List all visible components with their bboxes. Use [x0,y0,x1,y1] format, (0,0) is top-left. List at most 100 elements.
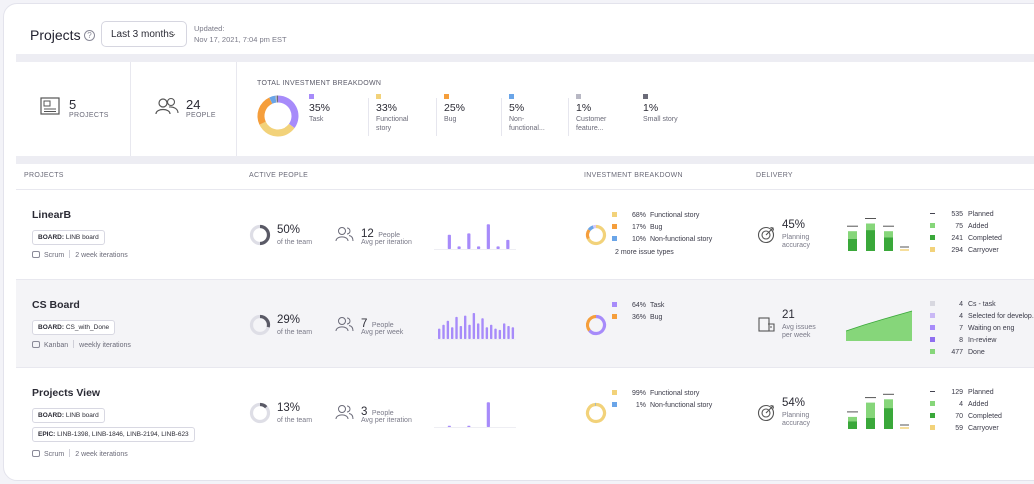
spark-bar [485,327,489,339]
legend-label: Added [968,223,989,230]
page-title: Projects [30,27,81,43]
active-sub: of the team [277,239,313,246]
delivery-label: accuracy [782,420,811,427]
board-tag[interactable]: BOARD: LINB board [32,408,105,423]
completed-bar [848,421,857,429]
delivery-value: 21 [782,309,795,321]
legend-swatch [930,337,935,342]
projects-count: 5 [69,97,77,112]
updated-label: Updated: [194,24,225,33]
epic-tag[interactable]: EPIC: LINB-1398, LINB-1846, LINB-2194, L… [32,427,195,442]
investment-pct: 36% [631,314,646,321]
spark-bar [507,326,510,339]
activity-sparkline [434,402,516,428]
people-label: PEOPLE [186,112,216,119]
project-name[interactable]: LinearB [32,209,72,221]
breakdown-swatch [444,94,449,99]
active-sub: of the team [277,329,313,336]
investment-item: 68% Functional story [612,212,699,219]
spark-bar [457,246,461,249]
spark-bar [494,328,497,339]
more-issue-types-link[interactable]: 2 more issue types [615,249,674,256]
legend-label: Waiting on eng [968,325,1015,332]
spark-bar [438,328,441,339]
investment-name: Bug [650,314,663,321]
legend-label: Done [968,349,985,356]
col-projects: PROJECTS [24,172,64,179]
delivery-legend-item: 241 Completed [930,235,1002,242]
investment-swatch [612,224,617,229]
delivery-legend-item: 4 Cs - task [930,301,996,308]
added-bar [866,402,875,418]
row-divider [16,279,1034,280]
updated-value: Nov 17, 2021, 7:04 pm EST [194,35,287,44]
investment-pct: 64% [631,302,646,309]
legend-count: 4 [959,313,963,320]
completed-bar [866,418,875,429]
breakdown-title: TOTAL INVESTMENT BREAKDOWN [257,80,382,87]
delivery-legend-item: 75 Added [930,223,988,230]
spark-bar [503,323,506,339]
delivery-value: 54% [782,397,806,409]
target-icon [757,226,775,244]
legend-label: Cs - task [968,301,996,308]
breakdown-name: Customer [576,116,607,123]
delivery-legend-item: 70 Completed [930,413,1002,420]
breakdown-pct: 25% [444,102,466,114]
cadence-label: weekly iterations [79,342,131,349]
gauge-fill [259,402,268,409]
project-meta: Scrum 2 week iterations [32,449,128,458]
people-word: People [371,322,394,329]
investment-item: 36% Bug [612,314,662,321]
active-pct: 50% [277,224,301,236]
investment-pct: 17% [631,224,646,231]
updated-info: Updated: Nov 17, 2021, 7:04 pm EST [194,23,287,45]
added-bar [848,416,857,422]
delivery-label: Planning [782,412,810,419]
board-name: CS_with_Done [65,324,110,331]
project-name[interactable]: CS Board [32,299,80,311]
legend-label: Carryover [968,247,999,254]
legend-swatch [930,213,935,214]
spark-bar [442,324,445,339]
legend-swatch [930,301,935,306]
meta-separator [69,449,71,457]
investment-name: Functional story [650,390,700,397]
investment-item: 17% Bug [612,224,662,231]
legend-label: Planned [968,211,994,218]
project-name[interactable]: Projects View [32,387,101,399]
investment-name: Bug [650,224,663,231]
delivery-legend-item: 8 In-review [930,337,996,344]
active-pct: 13% [277,402,301,414]
breakdown-name-cont: feature... [576,125,604,132]
active-people-gauge [249,402,271,424]
help-icon[interactable]: ? [84,30,95,41]
legend-swatch [930,401,935,406]
breakdown-swatch [576,94,581,99]
projects-label: PROJECTS [69,112,109,119]
date-range-dropdown[interactable]: Last 3 months ⌄ [101,21,187,47]
board-tag[interactable]: BOARD: LINB board [32,230,105,245]
spark-bar [472,313,476,339]
delivery-legend-item: 535 Planned [930,211,994,218]
breakdown-item: 1% Small story [643,94,678,124]
spark-bar [447,234,451,249]
board-tag[interactable]: BOARD: CS_with_Done [32,320,116,335]
investment-name: Task [650,302,665,309]
breakdown-name: Small story [643,116,678,123]
people-icon [335,405,354,420]
throughput-icon [758,317,775,332]
target-icon [757,404,775,422]
breakdown-pct: 1% [643,102,659,114]
spark-bar [486,402,490,427]
epic-list: LINB-1398, LINB-1846, LINB-2194, LINB-62… [57,431,189,438]
legend-swatch [930,391,935,392]
delivery-legend-item: 477 Done [930,349,985,356]
investment-pct: 1% [635,402,646,409]
investment-pct: 68% [631,212,646,219]
legend-count: 8 [959,337,963,344]
legend-label: Carryover [968,425,999,432]
people-count: 24 [186,97,201,112]
breakdown-separator [436,98,437,136]
board-prefix: BOARD: [38,412,64,419]
